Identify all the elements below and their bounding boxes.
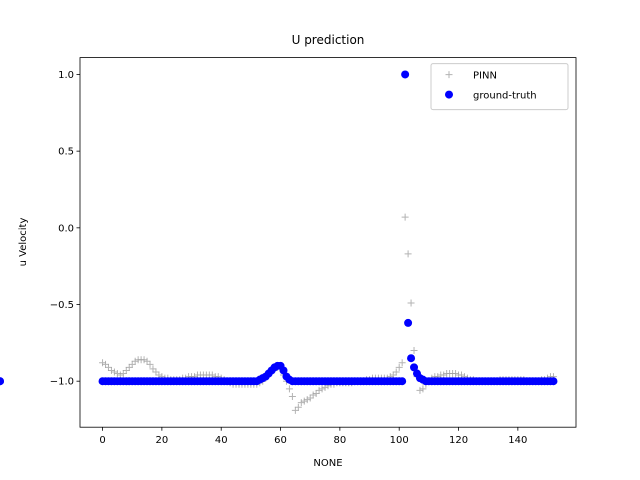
x-tick-label: 60 — [274, 435, 287, 446]
point — [119, 370, 127, 378]
point — [128, 360, 136, 368]
point — [398, 377, 407, 386]
point — [401, 70, 410, 79]
point — [410, 363, 419, 372]
point — [125, 363, 133, 371]
chart-title: U prediction — [292, 33, 365, 47]
point — [404, 250, 412, 258]
point — [285, 385, 293, 393]
x-tick-label: 80 — [333, 435, 346, 446]
point — [549, 377, 558, 386]
point — [131, 357, 139, 365]
x-tick-label: 120 — [449, 435, 468, 446]
legend-label: PINN — [473, 71, 497, 82]
legend-box — [430, 63, 569, 111]
plot-frame — [79, 57, 577, 428]
point — [107, 366, 115, 374]
point — [102, 360, 110, 368]
point — [0, 377, 4, 386]
point — [401, 213, 409, 221]
point — [398, 359, 406, 367]
y-axis-label: u Velocity — [18, 218, 29, 267]
legend-marker — [445, 90, 453, 99]
x-axis-label: NONE — [313, 458, 342, 469]
point — [318, 385, 326, 393]
x-tick-label: 40 — [215, 435, 228, 446]
point — [122, 366, 130, 374]
point — [312, 389, 320, 397]
point — [152, 368, 160, 376]
y-tick-label: 0.0 — [58, 223, 74, 234]
legend-marker — [445, 71, 453, 79]
point — [452, 370, 460, 378]
y-tick-label: 0.5 — [58, 147, 74, 158]
y-tick-label: −1.0 — [50, 377, 74, 388]
point — [407, 354, 416, 363]
legend-label: ground-truth — [473, 91, 537, 102]
point — [140, 356, 148, 364]
point — [104, 363, 112, 371]
point — [110, 368, 118, 376]
y-tick-label: −0.5 — [50, 300, 74, 311]
point — [410, 347, 418, 355]
point — [99, 359, 107, 367]
point — [288, 393, 296, 401]
point — [416, 386, 424, 394]
point — [113, 370, 121, 378]
point — [297, 399, 305, 407]
point — [279, 366, 288, 375]
point — [306, 394, 314, 402]
point — [303, 396, 311, 404]
point — [395, 363, 403, 371]
point — [300, 397, 308, 405]
point — [309, 391, 317, 399]
point — [146, 360, 154, 368]
point — [294, 403, 302, 411]
point — [315, 386, 323, 394]
x-tick-label: 20 — [156, 435, 169, 446]
point — [407, 299, 415, 307]
y-tick-label: 1.0 — [58, 70, 74, 81]
x-tick-label: 140 — [508, 435, 527, 446]
point — [404, 318, 413, 327]
point — [291, 406, 299, 414]
x-tick-label: 0 — [99, 435, 105, 446]
point — [149, 365, 157, 373]
x-tick-label: 100 — [390, 435, 409, 446]
point — [419, 385, 427, 393]
point — [392, 368, 400, 376]
point — [143, 357, 151, 365]
